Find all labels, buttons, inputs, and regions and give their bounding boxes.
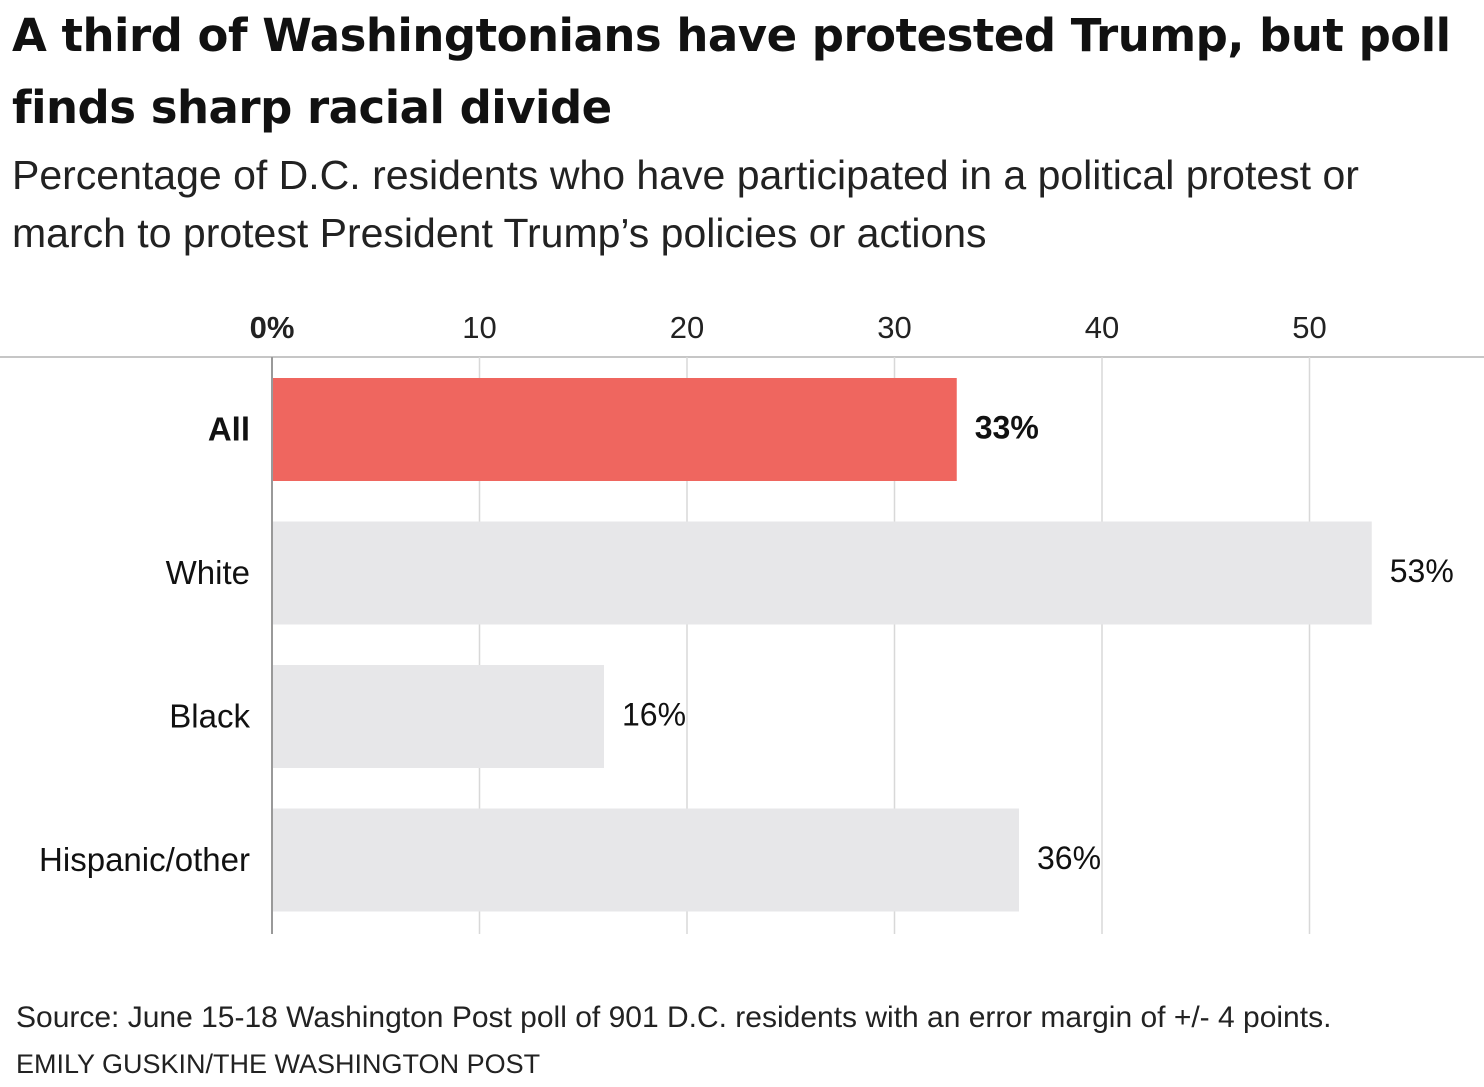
bar-chart: 0% 10 20 30 40 50 All 33% White 53% Black 16% Hispan…: [0, 290, 1484, 950]
bar: [272, 665, 604, 768]
category-label: All: [208, 411, 250, 448]
x-tick-label: 0%: [250, 310, 295, 345]
category-label: White: [166, 554, 250, 591]
value-label: 53%: [1390, 553, 1454, 589]
bar: [272, 378, 957, 481]
category-label: Black: [169, 698, 250, 735]
category-label: Hispanic/other: [39, 841, 250, 878]
x-tick-label: 50: [1292, 310, 1326, 345]
value-label: 33%: [975, 410, 1039, 446]
bar: [272, 521, 1372, 625]
x-tick-label: 40: [1085, 310, 1119, 345]
chart-subtitle: Percentage of D.C. residents who have pa…: [12, 152, 1359, 256]
x-tick-label: 30: [877, 310, 911, 345]
x-tick-label: 20: [670, 310, 704, 345]
bar: [272, 808, 1019, 912]
value-label: 16%: [622, 697, 686, 733]
value-label: 36%: [1037, 840, 1101, 876]
credit-line: EMILY GUSKIN/THE WASHINGTON POST: [16, 1049, 541, 1079]
chart-title: A third of Washingtonians have protested…: [12, 9, 1451, 134]
x-tick-label: 10: [462, 310, 496, 345]
source-note: Source: June 15-18 Washington Post poll …: [16, 1001, 1332, 1034]
bar-chart-svg: 0% 10 20 30 40 50 All 33% White 53% Black 16% Hispan…: [0, 310, 1484, 934]
